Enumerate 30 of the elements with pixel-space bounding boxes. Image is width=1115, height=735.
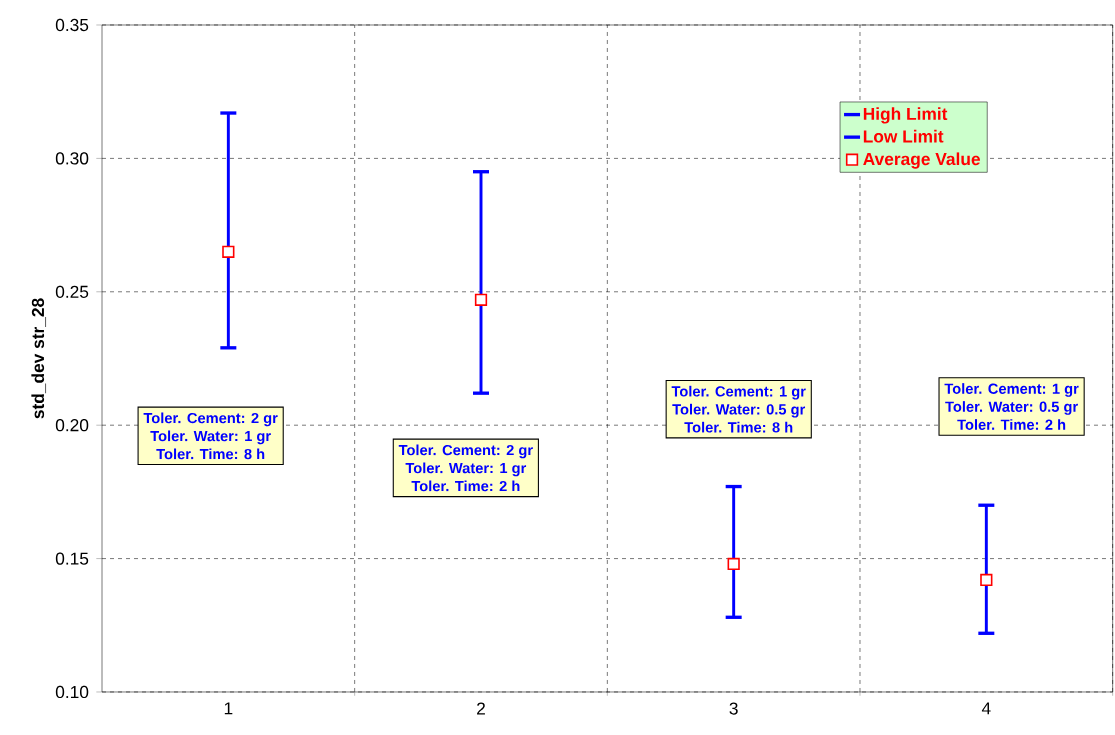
y-axis-title: std_dev str_28 [31, 298, 47, 419]
x-tick-label: 3 [729, 702, 738, 715]
point [727, 557, 740, 571]
annotation: Toler. Water: 0.5 gr [945, 401, 1078, 415]
annotation: Toler. Cement: 2 gr [398, 444, 533, 459]
x-tick-label: 1 [224, 702, 233, 715]
annotation: Toler. Time: 8 h [156, 448, 265, 460]
annotation: Toler. Water: 1 gr [405, 462, 527, 477]
legend-label: Average Value [863, 152, 980, 169]
annotation: Toler. Time: 2 h [957, 419, 1066, 430]
annotation: Toler. Cement: 1 gr [944, 383, 1079, 397]
annotation: Toler. Time: 2 h [411, 480, 520, 492]
y-tick-label: 0.15 [55, 552, 89, 565]
y-tick-label: 0.10 [55, 685, 89, 699]
y-tick-label: 0.25 [55, 285, 89, 298]
annotation: Toler. Water: 0.5 gr [672, 403, 806, 418]
legend-label: Low Limit [863, 129, 944, 143]
annotation: Toler. Cement: 2 gr [143, 412, 278, 427]
annotation: Toler. Cement: 1 gr [671, 385, 806, 400]
x-tick-label: 4 [981, 702, 991, 715]
annotation: Toler. Time: 8 h [684, 421, 793, 433]
point [474, 293, 488, 306]
y-tick-label: 0.35 [55, 18, 89, 32]
point [222, 245, 235, 258]
y-tick-label: 0.30 [55, 152, 89, 165]
annotation: Toler. Water: 1 gr [150, 430, 271, 445]
x-tick-label: 2 [477, 702, 485, 715]
y-tick-label: 0.20 [55, 419, 89, 432]
legend-label: High Limit [863, 107, 948, 124]
point [980, 573, 993, 587]
